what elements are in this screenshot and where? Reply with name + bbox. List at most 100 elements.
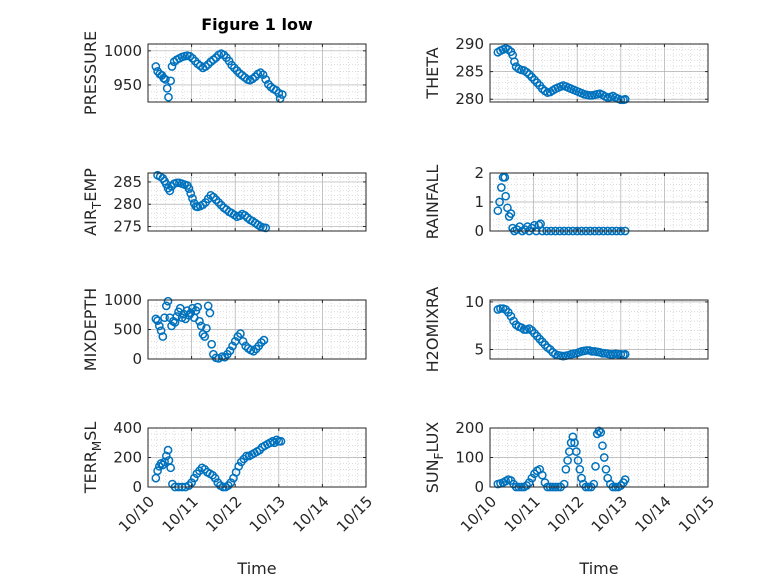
data-point (276, 436, 286, 446)
y-tick-label: 1 (474, 193, 484, 211)
data-point (184, 184, 194, 193)
data-point (500, 173, 510, 182)
data-point (162, 84, 172, 93)
x-axis-label: Time (236, 559, 276, 578)
data-point (188, 53, 197, 63)
data-point (540, 478, 550, 487)
data-point (219, 50, 229, 60)
data-point (214, 198, 223, 207)
data-point (571, 447, 581, 456)
data-point (189, 473, 199, 483)
data-point (493, 206, 503, 216)
data-point (599, 453, 609, 462)
data-point (202, 323, 211, 333)
data-point (227, 60, 237, 70)
data-point (568, 432, 578, 442)
data-point (259, 335, 269, 345)
data-point (598, 348, 607, 358)
data-point (240, 211, 250, 220)
y-tick-label: 200 (455, 419, 484, 437)
data-point (186, 189, 196, 198)
data-point (161, 301, 171, 311)
x-axis-label: Time (578, 559, 618, 578)
y-tick-label: 0 (132, 350, 142, 368)
data-point (156, 326, 166, 336)
data-point (241, 341, 251, 351)
chart-title: Figure 1 low (201, 15, 313, 34)
data-point (277, 90, 287, 99)
data-point (188, 194, 197, 203)
data-point (207, 339, 217, 349)
y-tick-label: 500 (113, 321, 142, 339)
data-point (585, 91, 594, 100)
data-point (164, 92, 173, 102)
data-point (154, 321, 164, 331)
data-point (527, 473, 537, 483)
data-point (620, 349, 630, 359)
y-axis-label: SUNFLUX (423, 422, 446, 494)
data-point (601, 464, 611, 474)
data-point (195, 316, 204, 326)
data-point (519, 325, 529, 334)
y-axis-label: TERRMSL (81, 422, 104, 495)
data-point (594, 426, 604, 436)
data-point (598, 441, 607, 451)
y-tick-label: 1000 (104, 291, 142, 309)
data-point (190, 56, 200, 66)
data-point (530, 220, 539, 230)
data-point (250, 72, 260, 82)
y-tick-label: 275 (113, 218, 142, 236)
data-point (229, 63, 239, 73)
data-point (268, 436, 278, 446)
data-point (209, 192, 218, 202)
data-point (160, 457, 169, 467)
data-point (589, 479, 599, 489)
data-point (591, 462, 600, 471)
data-point (566, 438, 576, 448)
y-axis-label: PRESSURE (81, 31, 100, 115)
data-point (210, 473, 220, 483)
data-point (167, 62, 177, 71)
data-point (496, 304, 505, 313)
data-point (257, 338, 266, 347)
data-point (211, 195, 221, 205)
data-point (232, 66, 242, 75)
data-point (506, 209, 516, 218)
data-point (261, 75, 271, 84)
axes-frame (489, 43, 709, 103)
y-tick-label: 5 (474, 340, 484, 358)
data-point (537, 470, 547, 480)
data-point (211, 53, 221, 62)
data-point (161, 451, 171, 461)
data-point (234, 462, 244, 471)
y-tick-label: 280 (455, 90, 484, 108)
data-point (573, 456, 583, 465)
data-point (226, 478, 236, 487)
y-axis-label: MIXDEPTH (81, 288, 100, 371)
data-point (596, 428, 606, 437)
data-point (496, 183, 506, 192)
data-point (225, 346, 235, 356)
data-point (501, 191, 511, 201)
data-point (151, 62, 161, 71)
data-point (522, 67, 531, 77)
data-point (271, 86, 281, 95)
data-point (249, 346, 258, 356)
data-point (184, 310, 194, 320)
data-point (263, 79, 273, 89)
data-point (216, 200, 226, 210)
subplot-h2omixra: 5 10 H2OMIXRA (423, 287, 709, 372)
y-tick-label: 0 (132, 478, 142, 496)
data-point (495, 197, 504, 207)
y-tick-label: 950 (113, 76, 142, 94)
data-point (170, 318, 180, 327)
data-point (172, 178, 182, 188)
axes-frame (147, 43, 367, 103)
y-axis-label: THETA (423, 47, 442, 99)
y-axis-label: RAINFALL (423, 165, 442, 240)
data-point (563, 456, 572, 465)
